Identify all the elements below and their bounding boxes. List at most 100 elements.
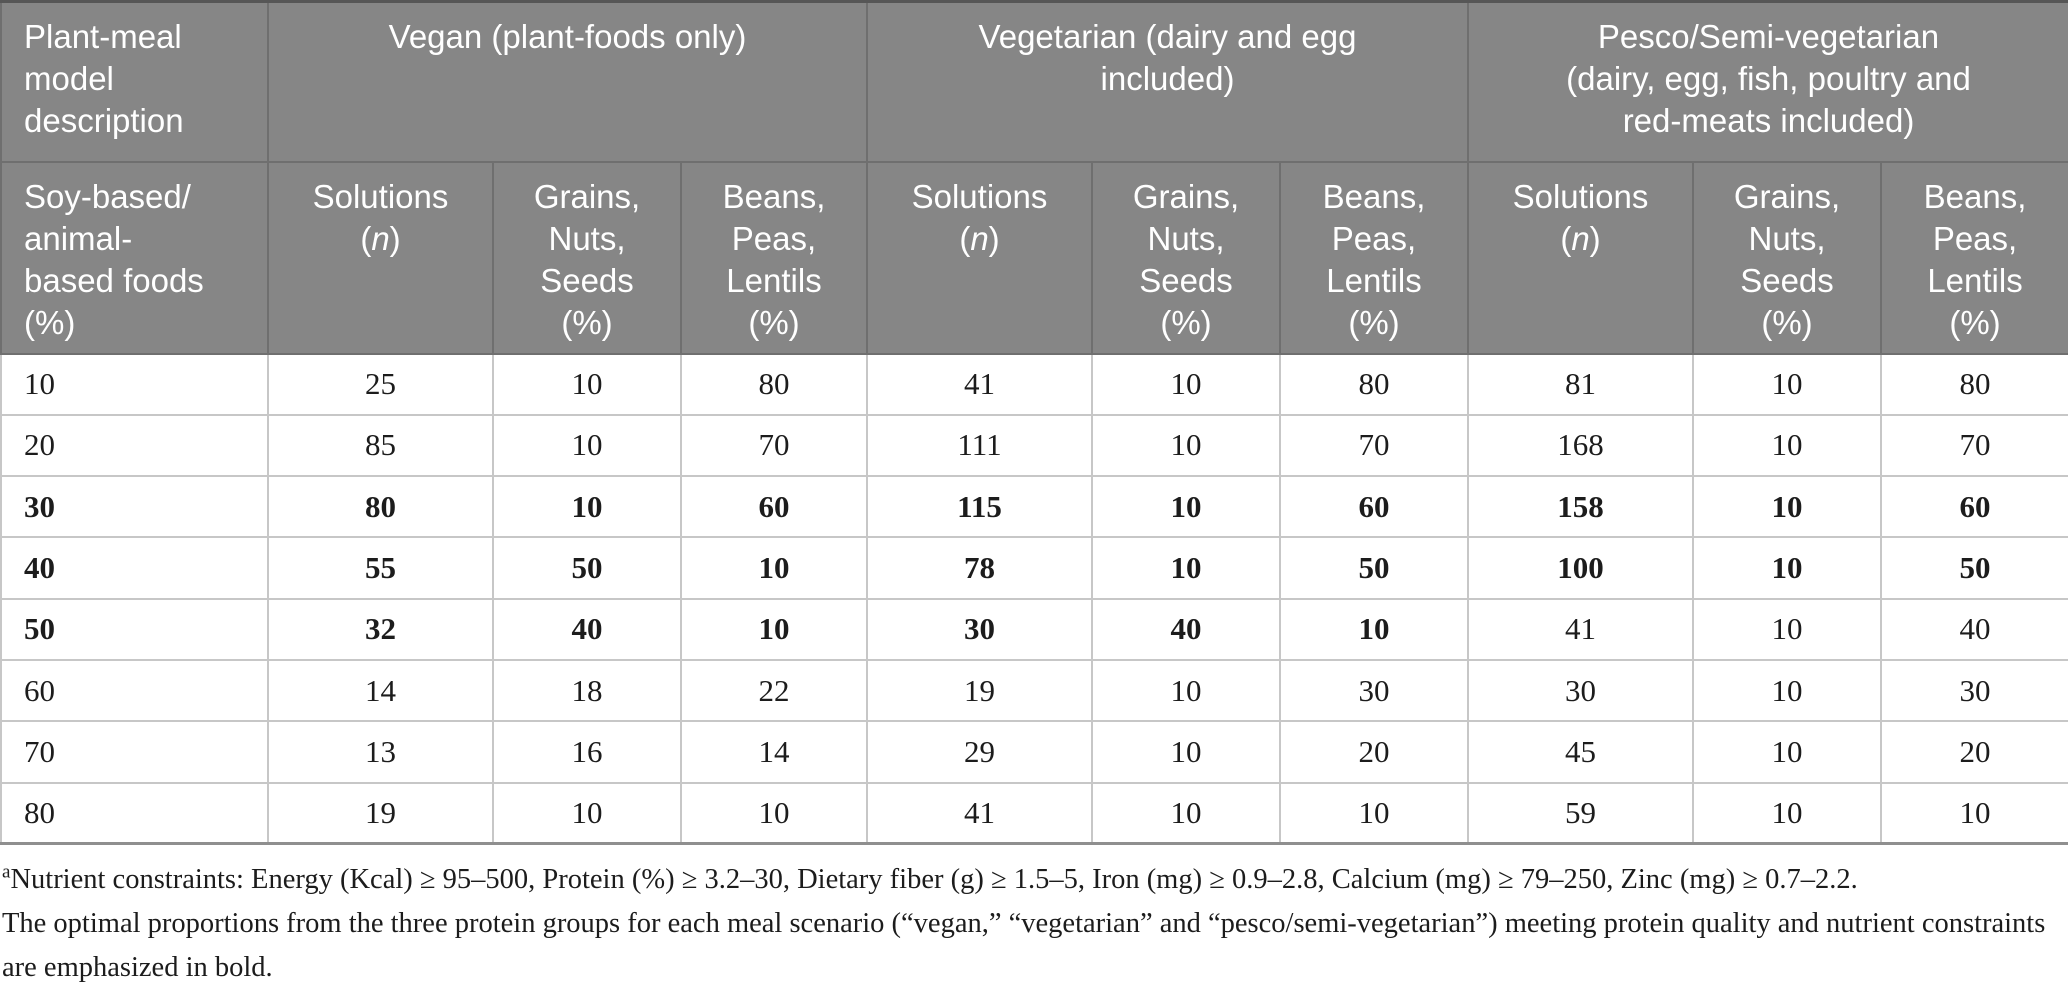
value-cell: 30	[1279, 658, 1469, 723]
value-cell: 10	[1879, 781, 2068, 846]
value-cell: 100	[1467, 536, 1694, 600]
value-cell: 81	[1467, 352, 1694, 416]
value-cell: 50	[1879, 536, 2068, 600]
value-cell: 41	[866, 352, 1093, 416]
value-cell: 19	[267, 781, 494, 846]
value-cell: 10	[680, 781, 868, 846]
value-cell: 85	[267, 413, 494, 478]
value-cell: 20	[1879, 720, 2068, 784]
row-model-cell: 20	[0, 413, 269, 478]
value-cell: 10	[492, 781, 682, 846]
corner-header: Plant-meal model description	[0, 0, 269, 163]
row-model-cell: 80	[0, 781, 269, 846]
value-cell: 14	[680, 720, 868, 784]
value-cell: 10	[1692, 536, 1882, 600]
value-cell: 40	[492, 597, 682, 661]
value-cell: 10	[680, 597, 868, 661]
value-cell: 10	[1692, 720, 1882, 784]
value-cell: 10	[1692, 352, 1882, 416]
value-cell: 10	[1279, 597, 1469, 661]
value-cell: 22	[680, 658, 868, 723]
value-cell: 70	[1879, 413, 2068, 478]
value-cell: 50	[1279, 536, 1469, 600]
value-cell: 10	[1091, 352, 1281, 416]
row-model-cell: 60	[0, 658, 269, 723]
value-cell: 30	[1467, 658, 1694, 723]
value-cell: 14	[267, 658, 494, 723]
value-cell: 158	[1467, 475, 1694, 539]
value-cell: 18	[492, 658, 682, 723]
value-cell: 59	[1467, 781, 1694, 846]
table-body: 10 25 10 80 41 10 80 81 10 80 20 85 10 70 111 10 70 168 10…	[0, 352, 2068, 846]
value-cell: 60	[1279, 475, 1469, 539]
value-cell: 10	[1091, 536, 1281, 600]
group-header-row: Plant-meal model description Vegan (plan…	[0, 0, 2068, 163]
group-header-pesco: Pesco/Semi-vegetarian (dairy, egg, fish,…	[1466, 0, 2068, 163]
row-model-cell: 30	[0, 475, 269, 539]
row-model-cell: 50	[0, 597, 269, 661]
value-cell: 10	[492, 413, 682, 478]
footnote-bold-explanation: The optimal proportions from the three p…	[2, 908, 2046, 984]
value-cell: 70	[1279, 413, 1469, 478]
table-row: 10 25 10 80 41 10 80 81 10 80	[0, 352, 2068, 416]
value-cell: 80	[1279, 352, 1469, 416]
value-cell: 10	[1692, 658, 1882, 723]
value-cell: 20	[1279, 720, 1469, 784]
value-cell: 25	[267, 352, 494, 416]
value-cell: 60	[680, 475, 868, 539]
value-cell: 10	[1091, 720, 1281, 784]
col-header-vegetarian-grains: Grains, Nuts, Seeds (%)	[1091, 160, 1281, 355]
value-cell: 10	[1692, 781, 1882, 846]
row-model-cell: 10	[0, 352, 269, 416]
row-model-cell: 40	[0, 536, 269, 600]
value-cell: 50	[492, 536, 682, 600]
value-cell: 13	[267, 720, 494, 784]
row-header: Soy-based/ animal- based foods (%)	[0, 160, 269, 355]
value-cell: 19	[866, 658, 1093, 723]
value-cell: 40	[1091, 597, 1281, 661]
footnote-nutrient-constraints: aNutrient constraints: Energy (Kcal) ≥ 9…	[2, 861, 1858, 896]
table-row: 30 80 10 60 115 10 60 158 10 60	[0, 475, 2068, 539]
value-cell: 45	[1467, 720, 1694, 784]
value-cell: 80	[1879, 352, 2068, 416]
col-header-vegan-beans: Beans, Peas, Lentils (%)	[680, 160, 868, 355]
col-header-vegan-solutions: Solutions (n)	[267, 160, 494, 355]
value-cell: 10	[1091, 781, 1281, 846]
table-row: 70 13 16 14 29 10 20 45 10 20	[0, 720, 2068, 784]
row-model-cell: 70	[0, 720, 269, 784]
plant-meal-optimization-table: Plant-meal model description Vegan (plan…	[0, 0, 2068, 846]
value-cell: 10	[1692, 597, 1882, 661]
value-cell: 10	[1692, 475, 1882, 539]
value-cell: 30	[866, 597, 1093, 661]
table-row: 80 19 10 10 41 10 10 59 10 10	[0, 781, 2068, 846]
col-header-pesco-solutions: Solutions (n)	[1467, 160, 1694, 355]
table-row: 40 55 50 10 78 10 50 100 10 50	[0, 536, 2068, 600]
value-cell: 55	[267, 536, 494, 600]
value-cell: 115	[866, 475, 1093, 539]
group-header-vegetarian: Vegetarian (dairy and egg included)	[866, 0, 1469, 163]
value-cell: 10	[492, 352, 682, 416]
value-cell: 41	[1467, 597, 1694, 661]
group-header-vegan: Vegan (plant-foods only)	[267, 0, 868, 163]
value-cell: 80	[267, 475, 494, 539]
value-cell: 10	[492, 475, 682, 539]
col-header-vegetarian-solutions: Solutions (n)	[866, 160, 1093, 355]
table-footnotes: aNutrient constraints: Energy (Kcal) ≥ 9…	[0, 845, 2068, 990]
value-cell: 10	[680, 536, 868, 600]
value-cell: 70	[680, 413, 868, 478]
value-cell: 10	[1091, 475, 1281, 539]
value-cell: 111	[866, 413, 1093, 478]
table-row: 20 85 10 70 111 10 70 168 10 70	[0, 413, 2068, 478]
value-cell: 40	[1879, 597, 2068, 661]
value-cell: 10	[1091, 658, 1281, 723]
table-header: Plant-meal model description Vegan (plan…	[0, 0, 2068, 355]
col-header-vegan-grains: Grains, Nuts, Seeds (%)	[492, 160, 682, 355]
value-cell: 80	[680, 352, 868, 416]
table-row: 60 14 18 22 19 10 30 30 10 30	[0, 658, 2068, 723]
col-header-pesco-beans: Beans, Peas, Lentils (%)	[1879, 160, 2068, 355]
col-header-pesco-grains: Grains, Nuts, Seeds (%)	[1692, 160, 1882, 355]
value-cell: 168	[1467, 413, 1694, 478]
value-cell: 29	[866, 720, 1093, 784]
col-header-vegetarian-beans: Beans, Peas, Lentils (%)	[1279, 160, 1469, 355]
value-cell: 78	[866, 536, 1093, 600]
